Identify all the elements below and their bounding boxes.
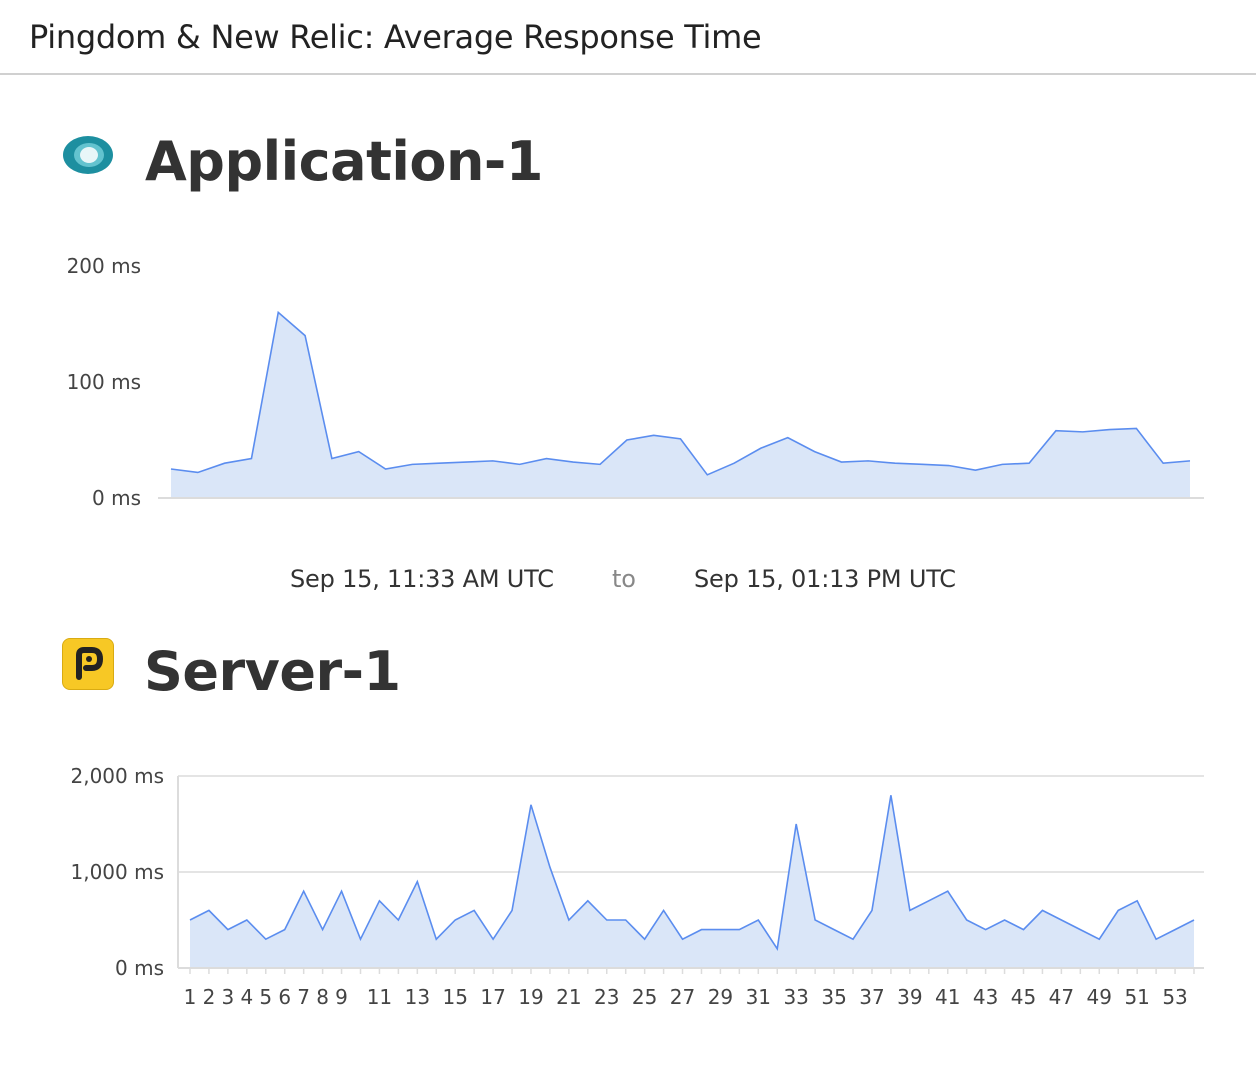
series-area <box>171 312 1190 498</box>
x-tick-label: 2 <box>203 985 216 1009</box>
x-tick-label: 49 <box>1087 985 1112 1009</box>
x-tick-label: 1 <box>184 985 197 1009</box>
header-bar: Pingdom & New Relic: Average Response Ti… <box>0 0 1256 75</box>
x-tick-label: 23 <box>594 985 619 1009</box>
y-tick-label: 0 ms <box>92 486 141 510</box>
x-tick-label: 25 <box>632 985 657 1009</box>
x-tick-label: 8 <box>316 985 329 1009</box>
page-title: Pingdom & New Relic: Average Response Ti… <box>29 18 762 56</box>
x-tick-label: 5 <box>259 985 272 1009</box>
application-response-chart: 0 ms 100 ms 200 ms <box>67 254 1204 510</box>
x-tick-label: 51 <box>1124 985 1149 1009</box>
x-tick-label: 41 <box>935 985 960 1009</box>
server-response-chart: 0 ms1,000 ms2,000 ms1 2 3 4 5 6 7 8 9 11 13 15 17 19 2… <box>70 764 1204 1009</box>
y-tick-label: 0 ms <box>115 956 164 980</box>
x-tick-label: 45 <box>1011 985 1036 1009</box>
x-tick-label: 3 <box>222 985 235 1009</box>
x-tick-label: 47 <box>1049 985 1074 1009</box>
x-tick-label: 4 <box>240 985 253 1009</box>
x-tick-label: 17 <box>480 985 505 1009</box>
y-tick-label: 1,000 ms <box>70 860 164 884</box>
x-tick-label: 19 <box>518 985 543 1009</box>
range-separator: to <box>612 565 636 593</box>
x-tick-label: 9 <box>335 985 348 1009</box>
range-start: Sep 15, 11:33 AM UTC <box>290 565 554 593</box>
x-tick-label: 37 <box>859 985 884 1009</box>
y-tick-label: 200 ms <box>67 254 141 278</box>
section-title-server: Server-1 <box>144 640 401 703</box>
series-line <box>189 795 1195 951</box>
x-tick-label: 21 <box>556 985 581 1009</box>
x-tick-label: 33 <box>783 985 808 1009</box>
new-relic-icon <box>63 136 113 174</box>
range-end: Sep 15, 01:13 PM UTC <box>694 565 956 593</box>
x-tick-label: 13 <box>405 985 430 1009</box>
y-tick-label: 2,000 ms <box>70 764 164 788</box>
series-area <box>190 795 1194 968</box>
x-tick-label: 31 <box>746 985 771 1009</box>
x-tick-label: 6 <box>278 985 291 1009</box>
pingdom-icon <box>62 638 114 690</box>
x-tick-label: 43 <box>973 985 998 1009</box>
x-tick-label: 27 <box>670 985 695 1009</box>
x-tick-label: 15 <box>442 985 467 1009</box>
x-tick-label: 29 <box>708 985 733 1009</box>
x-tick-label: 11 <box>367 985 392 1009</box>
x-tick-label: 35 <box>821 985 846 1009</box>
x-tick-label: 39 <box>897 985 922 1009</box>
x-tick-label: 7 <box>297 985 310 1009</box>
x-tick-label: 53 <box>1162 985 1187 1009</box>
section-title-application: Application-1 <box>145 130 543 193</box>
y-tick-label: 100 ms <box>67 370 141 394</box>
